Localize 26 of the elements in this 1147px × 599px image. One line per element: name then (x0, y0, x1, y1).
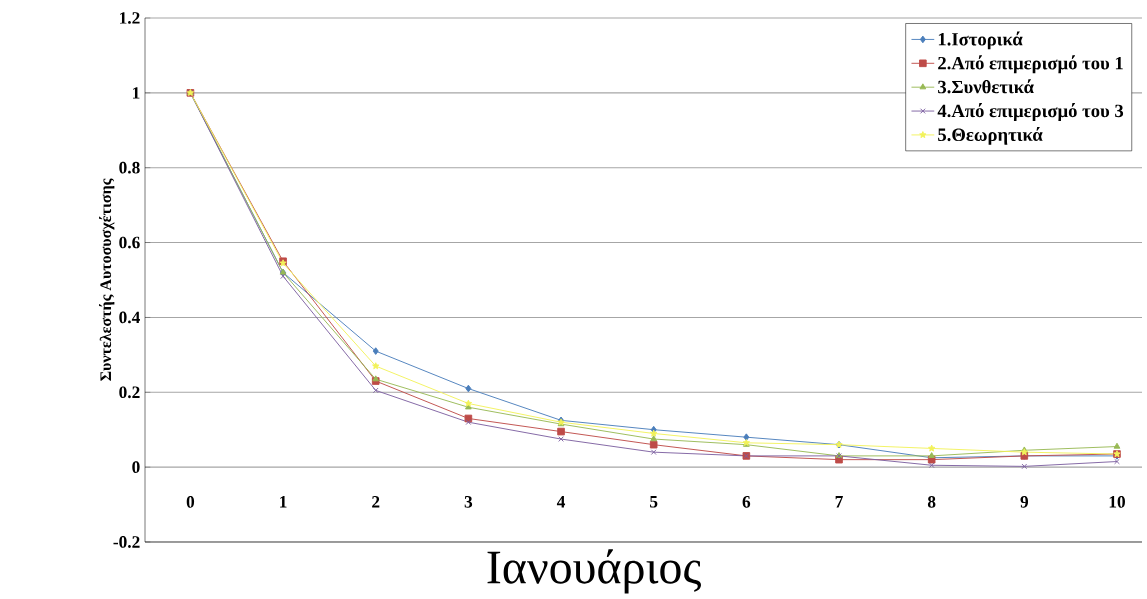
legend-label: 5.Θεωρητικά (938, 126, 1043, 145)
x-tick-label: 4 (556, 496, 566, 508)
y-tick-label: -0.2 (113, 536, 140, 548)
y-tick-label: 0.8 (119, 161, 140, 174)
x-tick-label: 10 (1109, 496, 1125, 508)
x-tick-label: 7 (835, 496, 843, 508)
y-tick-label: 1.2 (120, 12, 140, 24)
legend-label: 4.Από επιμερισμό του 3 (937, 103, 1124, 121)
x-axis-title: Ιανουάριος (487, 549, 701, 594)
x-tick-label: 6 (742, 496, 751, 508)
y-axis-title: Συντελεστής Αυτοσυσχέτισης (99, 178, 115, 381)
y-tick-label: 0.2 (119, 386, 140, 399)
y-tick-label: 0 (132, 461, 140, 473)
x-tick-label: 0 (186, 496, 195, 508)
y-tick-label: 0.4 (119, 311, 140, 324)
x-tick-label: 8 (927, 496, 936, 508)
y-tick-label: 0.6 (119, 236, 140, 249)
legend-label: 1.Ιστορικά (938, 31, 1023, 50)
x-tick-label: 2 (372, 496, 380, 508)
legend-label: 3.Συνθετικά (938, 79, 1034, 94)
x-tick-label: 9 (1020, 496, 1029, 508)
x-tick-label: 5 (650, 496, 658, 508)
legend-label: 2.Από επιμερισμό του 1 (938, 55, 1123, 74)
x-tick-label: 3 (464, 496, 473, 508)
y-tick-label: 1 (133, 87, 140, 99)
x-tick-label: 1 (280, 496, 287, 508)
